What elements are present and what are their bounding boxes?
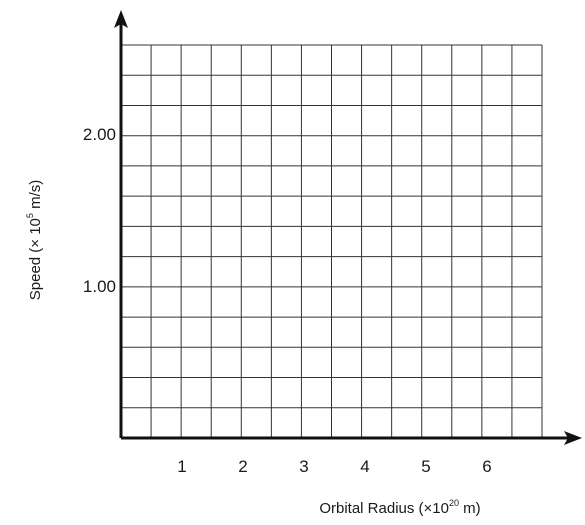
axes (114, 10, 582, 445)
y-tick-label: 2.00 (83, 125, 116, 144)
x-tick-label: 5 (421, 457, 430, 476)
x-tick-label: 3 (299, 457, 308, 476)
grid (121, 44, 543, 438)
y-axis-label: Speed (× 105 m/s) (25, 180, 44, 301)
y-tick-labels: 1.00 2.00 (83, 125, 116, 296)
x-axis-label: Orbital Radius (×1020 m) (319, 498, 480, 517)
x-axis-arrowhead (564, 431, 582, 445)
x-tick-label: 1 (177, 457, 186, 476)
x-tick-label: 4 (360, 457, 369, 476)
x-tick-label: 6 (482, 457, 491, 476)
x-tick-label: 2 (238, 457, 247, 476)
y-tick-label: 1.00 (83, 277, 116, 296)
x-tick-labels: 1 2 3 4 5 6 (177, 457, 491, 476)
y-axis-arrowhead (114, 10, 128, 28)
